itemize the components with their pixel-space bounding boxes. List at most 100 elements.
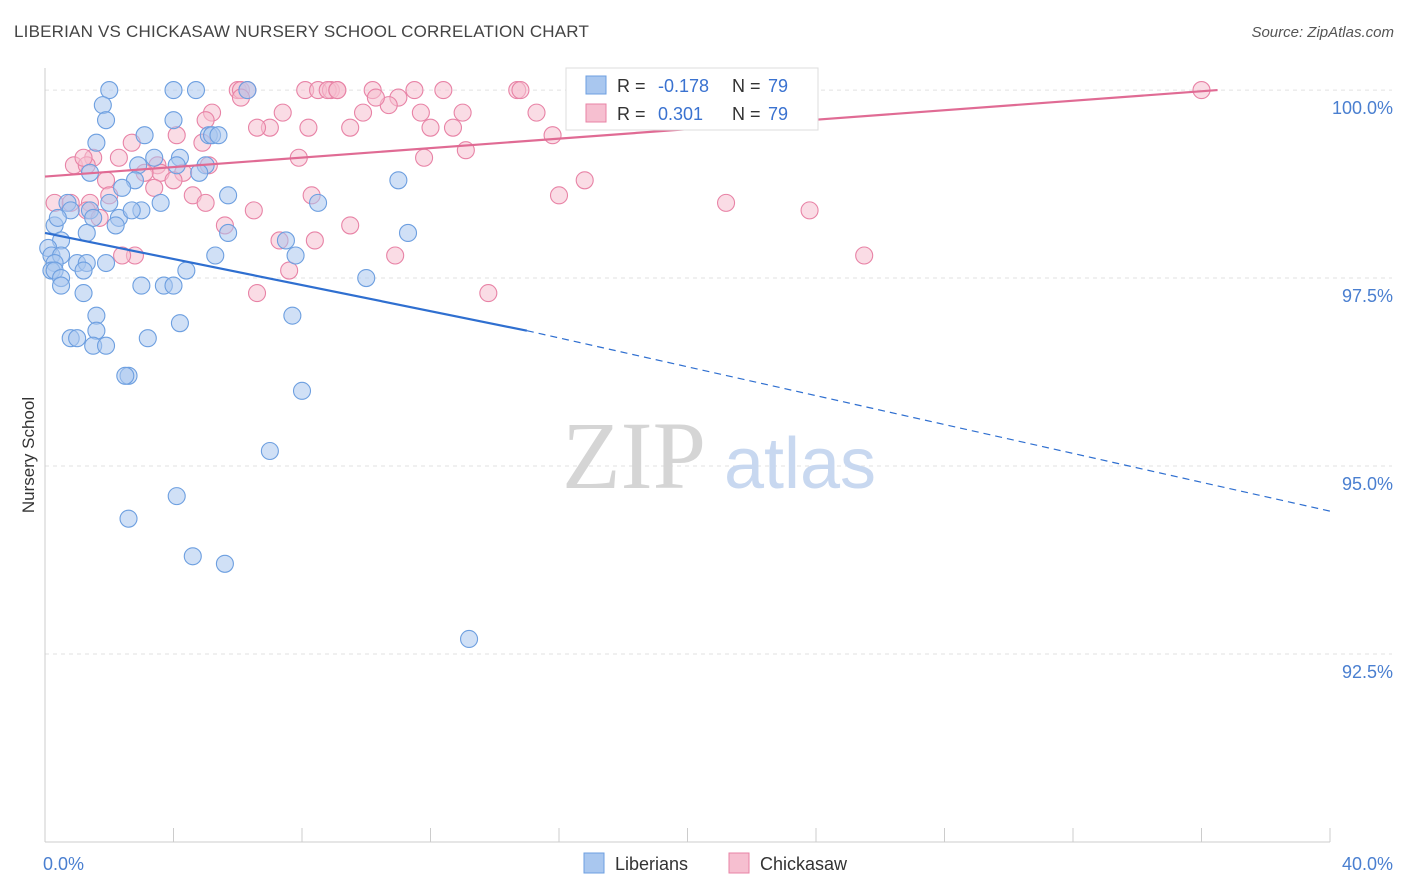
liberians-point bbox=[164, 81, 183, 100]
liberians-point bbox=[219, 186, 238, 205]
liberians-point bbox=[87, 133, 106, 152]
stats-r-value-pink: 0.301 bbox=[658, 104, 703, 124]
chickasaw-point bbox=[575, 171, 594, 190]
axes bbox=[44, 68, 1331, 843]
liberians-point bbox=[292, 381, 312, 400]
y-tick-label: 92.5% bbox=[1342, 662, 1393, 682]
legend-swatch-chickasaw bbox=[728, 852, 750, 874]
chickasaw-point bbox=[299, 118, 318, 137]
chickasaw-point bbox=[386, 246, 405, 265]
chickasaw-point bbox=[511, 81, 530, 100]
chickasaw-point bbox=[164, 171, 183, 190]
chickasaw-points bbox=[45, 81, 1211, 303]
chickasaw-point bbox=[96, 171, 116, 190]
stats-legend-swatch-blue bbox=[585, 75, 607, 95]
legend-swatch-liberians bbox=[583, 852, 605, 874]
liberians-point bbox=[283, 306, 302, 325]
source-label: Source: ZipAtlas.com bbox=[1251, 24, 1394, 41]
liberians-point bbox=[96, 336, 116, 355]
liberians-point bbox=[132, 276, 151, 295]
chickasaw-point bbox=[113, 246, 132, 265]
liberians-point bbox=[48, 208, 67, 227]
liberians-point bbox=[74, 261, 93, 280]
chickasaw-point bbox=[74, 148, 93, 167]
chickasaw-point bbox=[855, 246, 874, 265]
y-tick-label: 97.5% bbox=[1342, 286, 1393, 306]
liberians-trend-line bbox=[44, 231, 528, 332]
stats-r-label-pink: R = bbox=[617, 104, 646, 124]
liberians-point bbox=[389, 171, 408, 190]
y-tick-label: 95.0% bbox=[1342, 474, 1393, 494]
liberians-point bbox=[164, 111, 183, 130]
liberians-point bbox=[96, 111, 116, 130]
liberians-point bbox=[276, 231, 295, 250]
liberians-point bbox=[183, 547, 202, 566]
liberians-point bbox=[260, 441, 279, 461]
stats-n-label-pink: N = bbox=[732, 104, 761, 124]
x-tick-label: 0.0% bbox=[43, 854, 84, 874]
chickasaw-point bbox=[145, 178, 164, 197]
stats-legend-swatch-pink bbox=[585, 103, 607, 123]
liberians-point bbox=[190, 163, 209, 182]
chickasaw-point bbox=[443, 118, 463, 137]
stats-r-label-blue: R = bbox=[617, 76, 646, 96]
liberians-point bbox=[119, 509, 138, 528]
liberians-point bbox=[215, 554, 234, 573]
chickasaw-point bbox=[341, 216, 360, 235]
liberians-point bbox=[170, 314, 189, 333]
liberians-point bbox=[219, 223, 238, 242]
watermark-atlas: atlas bbox=[724, 424, 876, 504]
chickasaw-point bbox=[273, 103, 292, 122]
liberians-point bbox=[122, 201, 141, 220]
chickasaw-point bbox=[305, 231, 324, 250]
liberians-point bbox=[398, 223, 418, 242]
liberians-point bbox=[77, 223, 96, 242]
liberians-point bbox=[87, 321, 106, 340]
liberians-point bbox=[100, 81, 119, 100]
tick-labels: 92.5% 95.0% 97.5% 100.0% 0.0% 40.0% bbox=[43, 98, 1393, 874]
chickasaw-point bbox=[421, 118, 440, 137]
liberians-point bbox=[87, 306, 106, 325]
liberians-point bbox=[116, 366, 135, 385]
liberians-point bbox=[167, 156, 186, 175]
stats-r-value-blue: -0.178 bbox=[658, 76, 709, 96]
stats-n-value-blue: 79 bbox=[768, 76, 788, 96]
grid-lines bbox=[45, 89, 1392, 655]
liberians-point bbox=[177, 261, 196, 280]
chickasaw-point bbox=[244, 201, 263, 220]
liberians-point bbox=[286, 246, 305, 265]
liberians-point bbox=[209, 126, 228, 145]
liberians-point bbox=[84, 208, 103, 227]
chickasaw-point bbox=[549, 186, 569, 205]
chickasaw-trend-line bbox=[44, 88, 1218, 178]
chickasaw-point bbox=[434, 81, 453, 100]
liberians-point bbox=[74, 284, 93, 303]
x-tick-label: 40.0% bbox=[1342, 854, 1393, 874]
liberians-point bbox=[459, 629, 479, 649]
chickasaw-point bbox=[109, 148, 128, 167]
liberians-point bbox=[52, 276, 71, 295]
chickasaw-point bbox=[527, 103, 546, 122]
liberians-point bbox=[186, 81, 206, 100]
chickasaw-point bbox=[479, 284, 498, 303]
y-tick-label: 100.0% bbox=[1332, 98, 1393, 118]
chickasaw-point bbox=[196, 111, 215, 130]
chart-title: LIBERIAN VS CHICKASAW NURSERY SCHOOL COR… bbox=[14, 22, 590, 41]
liberians-point bbox=[357, 269, 376, 288]
liberians-point bbox=[206, 246, 225, 265]
legend-label-liberians: Liberians bbox=[615, 854, 688, 874]
liberians-point bbox=[151, 193, 170, 212]
chickasaw-point bbox=[280, 261, 299, 280]
legend-label-chickasaw: Chickasaw bbox=[760, 854, 848, 874]
chickasaw-point bbox=[341, 118, 360, 137]
chickasaw-point bbox=[411, 103, 430, 122]
chickasaw-point bbox=[800, 201, 819, 220]
liberians-point bbox=[113, 178, 132, 197]
liberians-point bbox=[93, 96, 112, 115]
chickasaw-point bbox=[366, 88, 385, 107]
chickasaw-point bbox=[453, 103, 472, 122]
chickasaw-point bbox=[405, 81, 424, 100]
liberians-point bbox=[96, 253, 116, 273]
chickasaw-point bbox=[716, 193, 736, 212]
